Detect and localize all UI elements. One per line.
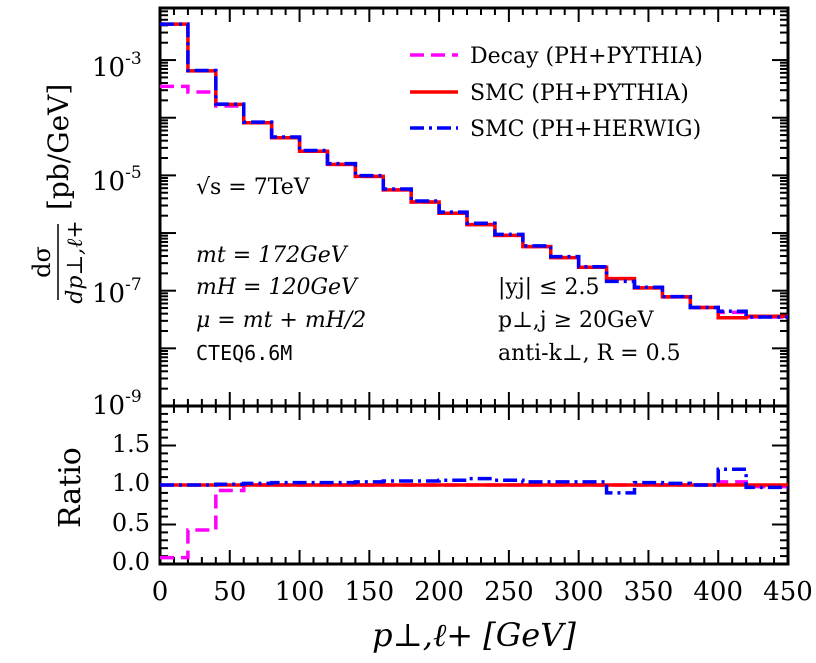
x-tick-label-150: 150: [345, 577, 395, 607]
x-tick-labels: 0 50 100 150 200 250 300 350 400 450: [152, 577, 813, 607]
x-tick-label-450: 450: [763, 577, 813, 607]
ylabel-numerator: dσ: [28, 246, 56, 278]
ylabel-denominator: dp⊥,ℓ+: [63, 220, 88, 303]
annotation-pdf: CTEQ6.6M: [196, 341, 292, 365]
annotations: √s = 7TeV mt = 172GeV mH = 120GeV μ = mt…: [196, 175, 681, 366]
ratio-series-0: [160, 480, 788, 560]
upper-ytick-labels: 10-3 10-5 10-7 10-9: [92, 49, 142, 421]
x-tick-label-0: 0: [152, 577, 169, 607]
ratio-tick-1.5: 1.5: [112, 430, 150, 458]
upper-series-1: [160, 22, 788, 320]
x-axis-label: p⊥,ℓ+ [GeV]: [372, 616, 576, 654]
annotation-yj: |yj| ≤ 2.5: [498, 275, 599, 300]
ytick-label-1e-9: 10-9: [92, 387, 142, 421]
x-tick-label-100: 100: [275, 577, 325, 607]
lower-curves: [160, 467, 788, 560]
upper-curves: [160, 22, 788, 320]
ratio-tick-0.5: 0.5: [112, 509, 150, 537]
x-tick-label-50: 50: [213, 577, 246, 607]
annotation-ptj: p⊥,j ≥ 20GeV: [498, 308, 655, 333]
ratio-tick-1.0: 1.0: [112, 469, 150, 497]
x-tick-label-250: 250: [484, 577, 534, 607]
legend-label-smc-herwig: SMC (PH+HERWIG): [470, 117, 701, 142]
x-tick-label-200: 200: [414, 577, 464, 607]
annotation-mt: mt = 172GeV: [196, 243, 349, 268]
ratio-ylabel: Ratio: [53, 447, 88, 528]
lower-ytick-labels: 0.0 0.5 1.0 1.5: [112, 430, 150, 576]
ytick-label-1e-3: 10-3: [92, 49, 142, 83]
ytick-label-1e-7: 10-7: [92, 275, 142, 309]
annotation-mu: μ = mt + mH/2: [196, 308, 366, 333]
annotation-mh: mH = 120GeV: [196, 275, 359, 300]
legend-label-decay: Decay (PH+PYTHIA): [470, 44, 703, 69]
annotation-sqrt-s: √s = 7TeV: [196, 175, 311, 200]
annotation-algo: anti-k⊥, R = 0.5: [498, 341, 681, 366]
ylabel-unit: [pb/GeV]: [42, 84, 75, 210]
upper-ylabel: dσ dp⊥,ℓ+ [pb/GeV]: [28, 84, 88, 304]
legend: Decay (PH+PYTHIA) SMC (PH+PYTHIA) SMC (P…: [410, 44, 703, 142]
x-tick-label-300: 300: [554, 577, 604, 607]
axis-ticks: [159, 7, 789, 565]
ratio-tick-0.0: 0.0: [112, 548, 150, 576]
legend-label-smc-pythia: SMC (PH+PYTHIA): [470, 81, 689, 106]
x-tick-label-400: 400: [693, 577, 743, 607]
x-tick-label-350: 350: [624, 577, 674, 607]
ratio-series-2: [160, 467, 788, 495]
ytick-label-1e-5: 10-5: [92, 163, 142, 197]
